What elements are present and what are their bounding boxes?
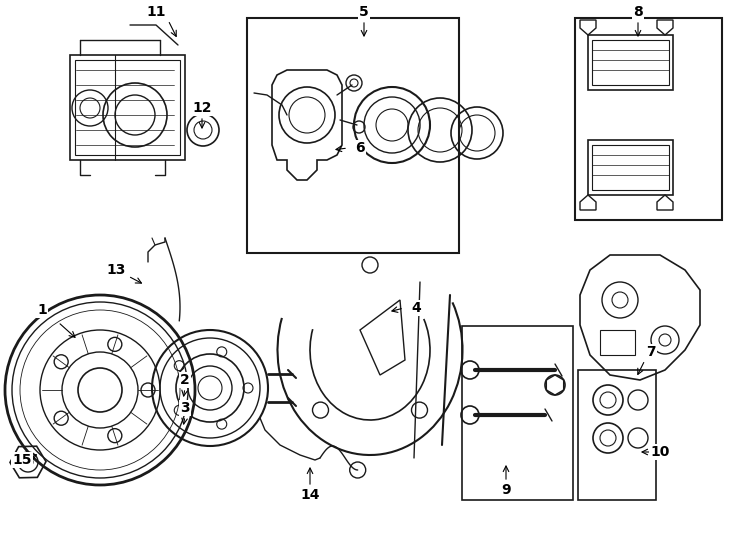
Text: 2: 2 (180, 373, 190, 387)
Text: 3: 3 (180, 401, 190, 415)
Text: 12: 12 (192, 101, 211, 115)
Bar (592, 40, 669, 85)
Bar (75, 60, 180, 155)
Text: 1: 1 (37, 303, 47, 317)
Text: 13: 13 (106, 263, 126, 277)
Bar (588, 35, 673, 90)
Text: 6: 6 (355, 141, 365, 155)
Bar (592, 145, 669, 190)
Text: 8: 8 (633, 5, 643, 19)
Text: 10: 10 (650, 445, 669, 459)
Bar (575, 18, 722, 220)
Text: 4: 4 (411, 301, 421, 315)
Text: 9: 9 (501, 483, 511, 497)
Text: 15: 15 (12, 453, 32, 467)
Bar (462, 326, 573, 500)
Bar (247, 18, 459, 253)
Text: 5: 5 (359, 5, 369, 19)
Bar (588, 140, 673, 195)
Bar (70, 55, 185, 160)
Text: 7: 7 (646, 345, 655, 359)
Bar (600, 330, 635, 355)
Text: 14: 14 (300, 488, 320, 502)
Text: 11: 11 (146, 5, 166, 19)
Bar (578, 370, 656, 500)
